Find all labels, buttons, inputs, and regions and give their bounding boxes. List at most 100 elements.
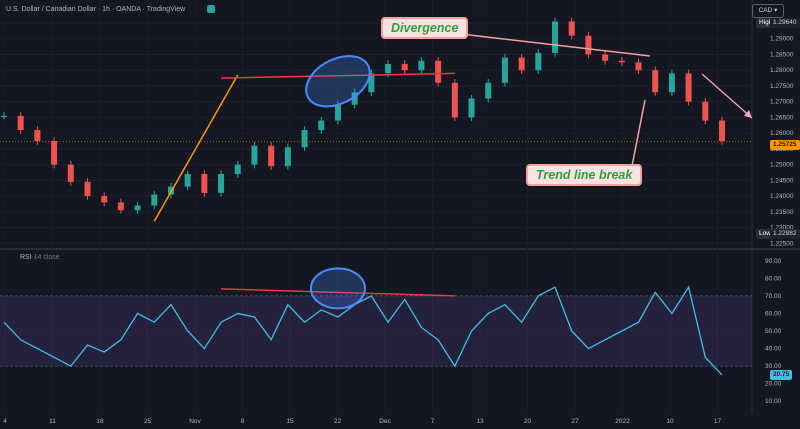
candle-body bbox=[201, 174, 208, 193]
rsi-label: RSI bbox=[20, 254, 32, 261]
currency-selector[interactable]: CAD ▾ bbox=[752, 4, 784, 18]
candle-body bbox=[585, 35, 592, 55]
candle-body bbox=[1, 115, 7, 118]
candle-body bbox=[84, 181, 91, 197]
rsi-params: 14 close bbox=[33, 254, 60, 261]
time-axis-tick-label: 13 bbox=[476, 418, 484, 425]
high-badge-value: 1.29640 bbox=[770, 18, 800, 28]
candle-body bbox=[184, 174, 191, 187]
chevron-down-icon: ▾ bbox=[774, 7, 778, 14]
price-axis-tick-label: 1.28000 bbox=[770, 67, 794, 74]
time-axis-tick-label: 15 bbox=[286, 418, 294, 425]
candle-body bbox=[268, 145, 275, 167]
rsi-axis-tick-label: 20.00 bbox=[765, 381, 782, 388]
candle-body bbox=[535, 52, 542, 71]
trend-line bbox=[153, 74, 239, 222]
rsi-axis-tick-label: 60.00 bbox=[765, 310, 782, 317]
candle-body bbox=[251, 145, 258, 165]
candle-body bbox=[301, 130, 308, 148]
rsi-axis-tick-label: 30.00 bbox=[765, 363, 782, 370]
candle-body bbox=[635, 62, 642, 71]
time-axis-tick-label: 10 bbox=[666, 418, 674, 425]
low-badge-label: Low bbox=[756, 229, 774, 239]
time-axis-tick-label: Dec bbox=[379, 418, 391, 425]
candle-body bbox=[67, 164, 74, 182]
rsi-axis-tick-label: 80.00 bbox=[765, 275, 782, 282]
candle-body bbox=[17, 115, 24, 130]
candle-body bbox=[234, 164, 241, 175]
rsi-value-badge: 20.75 bbox=[770, 370, 793, 380]
time-axis-tick-label: 7 bbox=[431, 418, 435, 425]
time-axis-tick-label: 2022 bbox=[615, 418, 630, 425]
candle-body bbox=[602, 54, 609, 61]
time-axis-tick-label: Nov bbox=[189, 418, 201, 425]
trend-break-callout: Trend line break bbox=[526, 164, 643, 186]
price-axis-tick-label: 1.25000 bbox=[770, 162, 794, 169]
candle-body bbox=[501, 57, 508, 83]
time-axis-tick-label: 25 bbox=[144, 418, 152, 425]
candle-body bbox=[418, 60, 425, 71]
candle-body bbox=[518, 57, 525, 71]
price-axis-tick-label: 1.24000 bbox=[770, 193, 794, 200]
price-axis-tick-label: 1.29000 bbox=[770, 36, 794, 43]
time-axis-tick-label: 4 bbox=[3, 418, 7, 425]
candle-body bbox=[435, 60, 442, 83]
price-axis-tick-label: 1.26500 bbox=[770, 114, 794, 121]
price-axis-tick-label: 1.28500 bbox=[770, 51, 794, 58]
candle-body bbox=[719, 120, 725, 142]
low-badge-value: 1.22882 bbox=[770, 229, 800, 239]
candle-body bbox=[618, 60, 625, 63]
time-axis-tick-label: 20 bbox=[524, 418, 532, 425]
time-axis-tick-label: 18 bbox=[96, 418, 104, 425]
candle-body bbox=[401, 63, 408, 71]
price-highlight-circle bbox=[305, 55, 371, 108]
candle-body bbox=[151, 194, 158, 206]
candle-body bbox=[685, 73, 692, 102]
candle-body bbox=[51, 141, 58, 165]
time-axis-tick-label: 17 bbox=[714, 418, 722, 425]
candle-body bbox=[702, 101, 709, 121]
price-axis-tick-label: 1.27000 bbox=[770, 99, 794, 106]
divergence-pointer bbox=[460, 33, 651, 57]
forecast-arrow-head bbox=[744, 110, 752, 118]
candle-body bbox=[218, 174, 225, 193]
time-axis-tick-label: 11 bbox=[49, 418, 56, 425]
rsi-axis-tick-label: 90.00 bbox=[765, 258, 782, 265]
candle-body bbox=[351, 92, 358, 105]
last-price-badge: 1.25725 bbox=[770, 140, 800, 150]
price-axis-tick-label: 1.23000 bbox=[770, 225, 794, 232]
candle-body bbox=[468, 98, 475, 118]
candle-body bbox=[368, 73, 375, 93]
rsi-axis-tick-label: 50.00 bbox=[765, 328, 782, 335]
candle-body bbox=[117, 202, 124, 211]
currency-value: CAD bbox=[758, 7, 773, 14]
candle-body bbox=[552, 21, 559, 53]
price-axis-tick-label: 1.22500 bbox=[770, 240, 794, 247]
rsi-highlight-circle bbox=[309, 267, 366, 310]
price-axis-tick-label: 1.23500 bbox=[770, 209, 794, 216]
candle-body bbox=[334, 104, 341, 121]
candle-body bbox=[451, 82, 458, 118]
rsi-axis-tick-label: 40.00 bbox=[765, 346, 782, 353]
candle-body bbox=[34, 130, 41, 142]
green-status-dot bbox=[207, 5, 215, 13]
price-axis-tick-label: 1.26000 bbox=[770, 130, 794, 137]
high-badge-label: High bbox=[756, 18, 776, 28]
time-axis-tick-label: 8 bbox=[241, 418, 245, 425]
candle-body bbox=[318, 120, 325, 130]
time-axis-tick-label: 22 bbox=[334, 418, 342, 425]
rsi-line bbox=[3, 285, 723, 376]
candle-body bbox=[668, 73, 675, 93]
candle-body bbox=[101, 196, 108, 203]
rsi-axis-tick-label: 70.00 bbox=[765, 293, 782, 300]
price-axis-tick-label: 1.27500 bbox=[770, 83, 794, 90]
candle-body bbox=[134, 205, 141, 211]
rsi-title: RSI 14 close bbox=[20, 254, 60, 261]
candle-body bbox=[568, 21, 575, 36]
candle-body bbox=[485, 82, 492, 99]
trend-break-pointer bbox=[631, 99, 646, 167]
rsi-axis-tick-label: 10.00 bbox=[765, 398, 782, 405]
divergence-callout: Divergence bbox=[381, 17, 469, 39]
